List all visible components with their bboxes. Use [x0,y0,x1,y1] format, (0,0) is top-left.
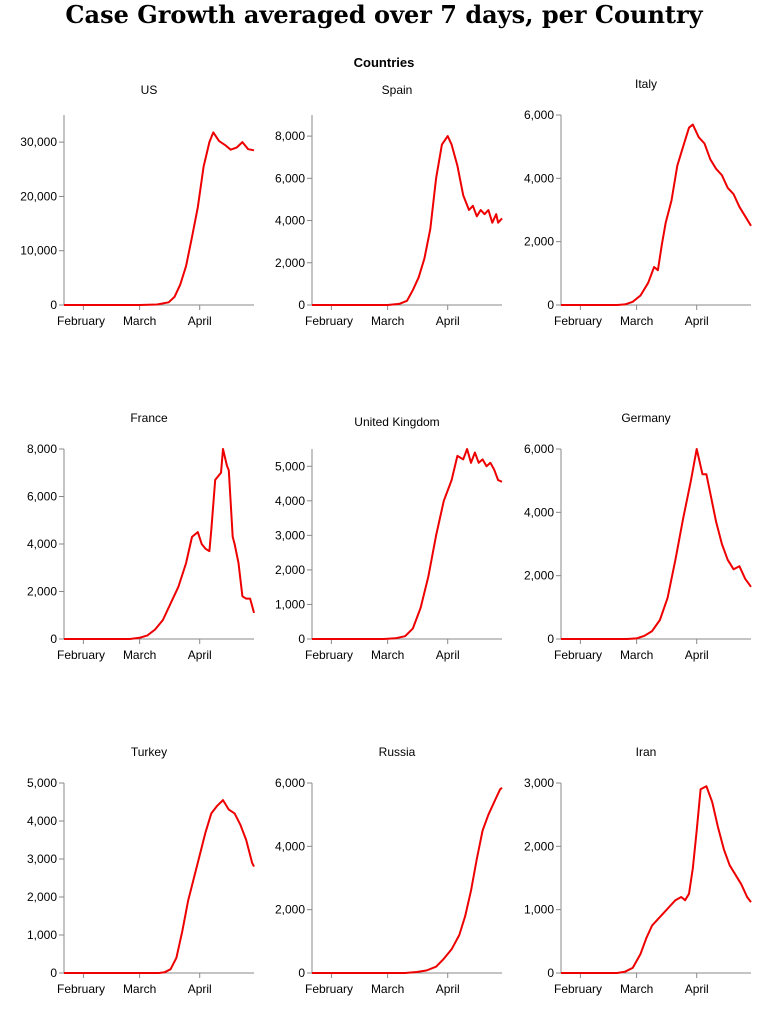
x-tick-label: April [188,314,212,328]
y-tick-label: 20,000 [20,189,57,203]
y-tick-label: 2,000 [524,235,554,249]
y-tick-label: 4,000 [524,505,554,519]
y-tick-label: 10,000 [20,244,57,258]
y-tick-label: 0 [547,966,554,980]
chart-title: Turkey [131,745,167,759]
x-tick-label: March [371,982,404,996]
y-tick-label: 2,000 [524,569,554,583]
x-tick-label: March [123,314,156,328]
series-line-italy [561,123,752,306]
x-tick-label: February [554,314,602,328]
y-tick-label: 2,000 [524,839,554,853]
y-tick-label: 6,000 [524,108,554,122]
y-tick-label: 0 [547,632,554,646]
x-tick-label: February [305,982,353,996]
y-tick-label: 8,000 [275,129,305,143]
y-tick-label: 3,000 [275,528,305,542]
x-tick-label: March [123,648,156,662]
series-line-france [64,448,255,640]
series-line-turkey [64,799,255,974]
chart-title: France [130,411,168,425]
y-tick-label: 0 [298,298,305,312]
y-tick-label: 4,000 [275,839,305,853]
chart-panel-united-kingdom: United Kingdom 0 1,000 2,000 3,000 4,000 5,000… [275,415,503,662]
chart-title: Iran [636,745,657,759]
x-tick-label: April [436,648,460,662]
y-tick-label: 1,000 [275,597,305,611]
y-tick-label: 6,000 [524,442,554,456]
y-tick-label: 2,000 [275,903,305,917]
series-line-spain [312,135,503,306]
chart-title: US [141,83,158,97]
y-tick-label: 4,000 [524,171,554,185]
chart-title: Russia [379,745,416,759]
chart-panel-turkey: Turkey 0 1,000 2,000 3,000 4,000 5,000 February… [27,745,255,996]
chart-panel-italy: Italy 0 2,000 4,000 6,000 February March April [524,77,752,328]
x-tick-label: April [436,314,460,328]
y-tick-label: 1,000 [524,903,554,917]
chart-panel-us: US 0 10,000 20,000 30,000 February March April [20,83,255,328]
x-tick-label: February [57,648,105,662]
x-tick-label: February [554,648,602,662]
y-tick-label: 0 [50,632,57,646]
x-tick-label: April [685,648,709,662]
chart-title: United Kingdom [354,415,439,429]
x-tick-label: April [436,982,460,996]
x-tick-label: February [305,648,353,662]
y-tick-label: 30,000 [20,135,57,149]
series-line-germany [561,448,752,640]
y-tick-label: 0 [298,632,305,646]
facet-header: Countries [354,55,415,70]
x-tick-label: March [620,314,653,328]
y-tick-label: 3,000 [524,776,554,790]
chart-title: Italy [635,77,657,91]
x-tick-label: March [371,314,404,328]
x-tick-label: March [620,648,653,662]
y-tick-label: 2,000 [27,585,57,599]
x-tick-label: February [57,982,105,996]
y-tick-label: 6,000 [275,171,305,185]
x-tick-label: April [188,648,212,662]
y-tick-label: 6,000 [27,490,57,504]
x-tick-label: February [305,314,353,328]
series-line-united-kingdom [312,448,503,640]
chart-title: Germany [621,411,670,425]
series-line-russia [312,787,503,974]
x-tick-label: March [123,982,156,996]
y-tick-label: 1,000 [27,928,57,942]
y-tick-label: 4,000 [275,494,305,508]
x-tick-label: February [57,314,105,328]
y-tick-label: 0 [50,298,57,312]
y-tick-label: 0 [50,966,57,980]
x-tick-label: April [685,982,709,996]
y-tick-label: 3,000 [27,852,57,866]
x-tick-label: April [188,982,212,996]
y-tick-label: 8,000 [27,442,57,456]
chart-panel-france: France 0 2,000 4,000 6,000 8,000 February March… [27,411,255,662]
page-title: Case Growth averaged over 7 days, per Co… [65,0,703,29]
series-line-iran [561,785,752,974]
x-tick-label: March [371,648,404,662]
x-tick-label: April [685,314,709,328]
y-tick-label: 2,000 [275,563,305,577]
y-tick-label: 0 [547,298,554,312]
x-tick-label: March [620,982,653,996]
y-tick-label: 2,000 [27,890,57,904]
series-line-us [64,131,255,306]
y-tick-label: 5,000 [275,459,305,473]
chart-panel-russia: Russia 0 2,000 4,000 6,000 February March April [275,745,503,996]
y-tick-label: 0 [298,966,305,980]
y-tick-label: 6,000 [275,776,305,790]
chart-panel-spain: Spain 0 2,000 4,000 6,000 8,000 February March A… [275,83,503,328]
chart-panel-germany: Germany 0 2,000 4,000 6,000 February March Apri… [524,411,752,662]
y-tick-label: 4,000 [27,814,57,828]
chart-panel-iran: Iran 0 1,000 2,000 3,000 February March April [524,745,752,996]
x-tick-label: February [554,982,602,996]
y-tick-label: 4,000 [27,537,57,551]
y-tick-label: 2,000 [275,256,305,270]
chart-title: Spain [382,83,413,97]
y-tick-label: 5,000 [27,776,57,790]
y-tick-label: 4,000 [275,214,305,228]
